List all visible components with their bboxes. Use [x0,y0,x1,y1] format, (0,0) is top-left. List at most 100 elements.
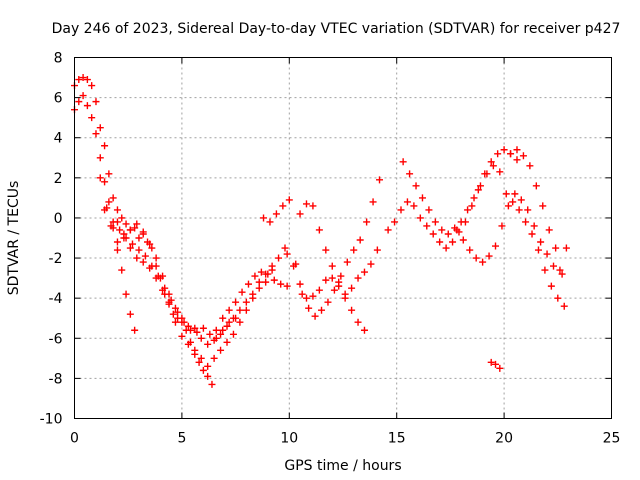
data-point [438,226,446,234]
data-point [449,238,457,246]
data-point [174,308,182,316]
data-point [322,276,330,284]
data-point [236,318,244,326]
data-point [272,210,280,218]
data-point [487,158,495,166]
x-tick-label: 25 [603,431,621,447]
y-tick-label: -4 [49,291,63,307]
data-point [305,304,313,312]
data-point [515,206,523,214]
data-point [133,254,141,262]
data-point [403,198,411,206]
data-point [139,228,147,236]
data-point [96,154,104,162]
data-point [152,254,160,262]
data-point [128,240,136,248]
data-point [296,280,304,288]
data-point [562,244,570,252]
data-point [184,340,192,348]
plot-frame [74,57,612,419]
data-point [425,206,433,214]
data-point [193,328,201,336]
data-point [457,218,465,226]
data-point [204,362,212,370]
y-tick-label: -6 [49,331,63,347]
data-point [373,246,381,254]
data-point [197,354,205,362]
data-point [302,200,310,208]
data-point [105,170,113,178]
data-point [500,146,508,154]
data-point [171,304,179,312]
data-point [159,286,167,294]
x-tick-label: 20 [495,431,513,447]
data-point [178,314,186,322]
data-point [444,230,452,238]
data-point [537,238,545,246]
data-point [496,364,504,372]
data-point [423,222,431,230]
data-point [159,272,167,280]
data-point [363,218,371,226]
x-tick-label: 5 [177,431,186,447]
data-point [436,238,444,246]
data-point [262,278,270,286]
y-tick-label: -10 [40,412,63,428]
data-point [223,338,231,346]
data-point [539,202,547,210]
data-point [75,98,83,106]
data-point [360,268,368,276]
y-tick-label: 8 [54,51,63,67]
data-point [318,306,326,314]
data-point [197,334,205,342]
data-point [350,246,358,254]
data-point [83,102,91,110]
data-point [360,326,368,334]
data-point [479,258,487,266]
data-point [328,262,336,270]
axis-ticks [74,57,612,419]
y-tick-label: -8 [49,371,63,387]
y-tick-labels: -10 -8 -6 -4 -2 0 2 4 6 8 [40,51,63,428]
data-point [204,340,212,348]
data-point [348,284,356,292]
data-point [146,240,154,248]
data-point [131,326,139,334]
data-point [135,246,143,254]
data-point [122,290,130,298]
data-point [96,124,104,132]
data-point [296,210,304,218]
data-point [107,222,115,230]
y-tick-label: 0 [54,211,63,227]
data-point [131,224,139,232]
data-point [217,346,225,354]
data-point [270,276,278,284]
y-axis-label: SDTVAR / TECUs [6,181,22,296]
data-point [229,330,237,338]
data-point [459,236,467,244]
data-point [251,272,259,280]
data-point [92,130,100,138]
data-point [242,298,250,306]
data-point [341,290,349,298]
data-point [483,170,491,178]
data-point [257,268,265,276]
data-point [120,230,128,238]
data-point [217,330,225,338]
data-point [309,202,317,210]
data-point [75,76,83,84]
data-point [376,176,384,184]
data-point [186,326,194,334]
data-point [330,286,338,294]
data-point [534,246,542,254]
y-tick-label: 4 [54,131,63,147]
data-point [169,310,177,318]
data-point [315,286,323,294]
data-point [79,74,87,82]
data-point [225,306,233,314]
data-point [232,298,240,306]
data-point [556,266,564,274]
data-point [210,336,218,344]
y-tick-label: -2 [49,251,63,267]
data-point [268,262,276,270]
